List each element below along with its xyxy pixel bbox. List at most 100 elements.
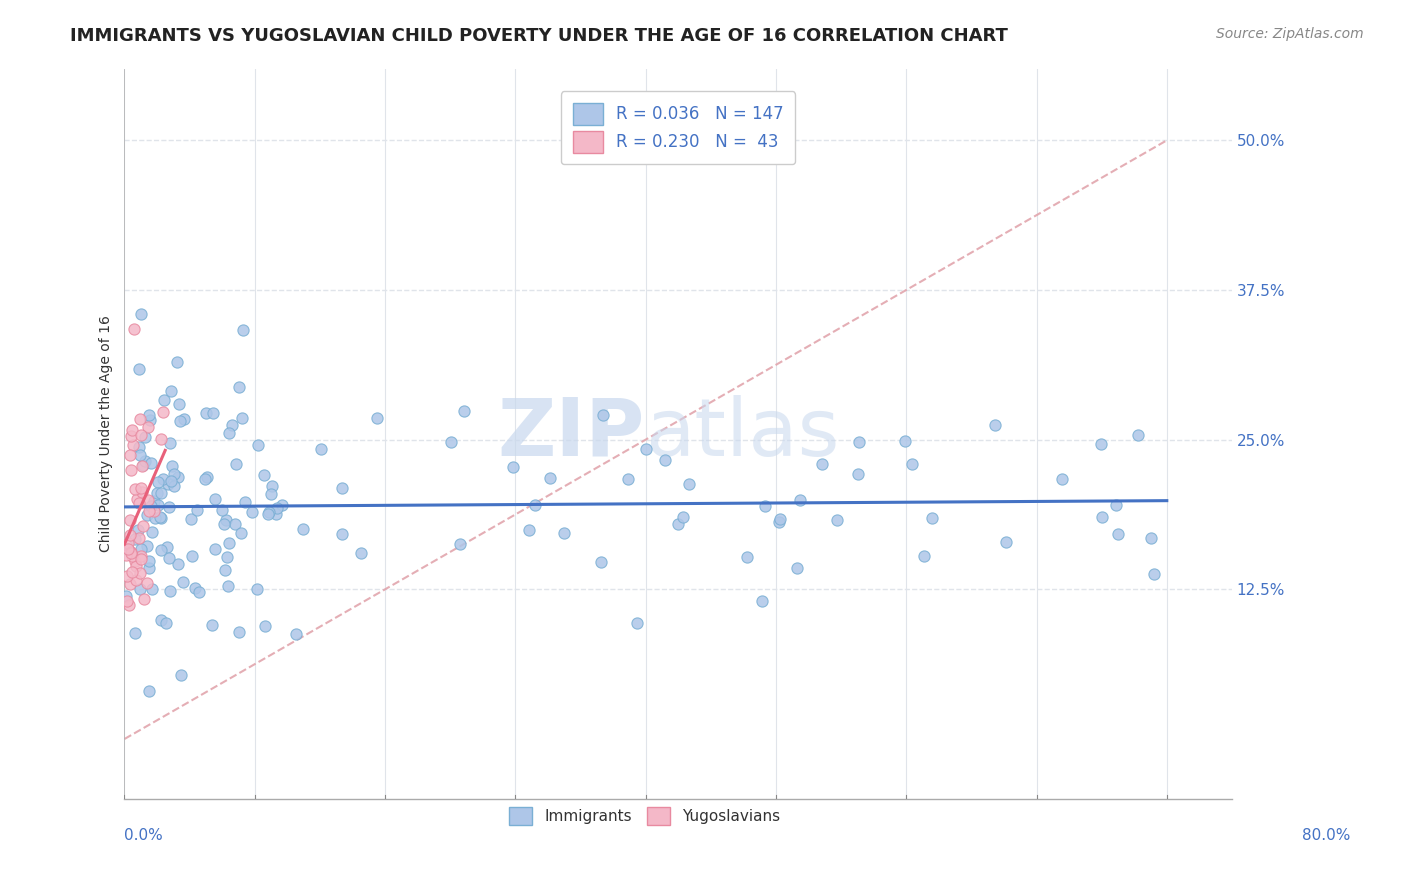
Point	[124, 626, 146, 640]
Point	[148, 498, 170, 512]
Point	[751, 593, 773, 607]
Point	[197, 470, 219, 484]
Point	[150, 511, 173, 525]
Point	[139, 456, 162, 470]
Point	[129, 542, 152, 557]
Point	[332, 481, 354, 495]
Point	[136, 508, 159, 523]
Point	[167, 557, 190, 571]
Point	[129, 582, 152, 596]
Point	[136, 492, 159, 507]
Point	[1140, 532, 1163, 546]
Point	[1105, 498, 1128, 512]
Point	[153, 392, 176, 407]
Point	[218, 425, 240, 440]
Point	[186, 503, 208, 517]
Point	[229, 525, 252, 540]
Point	[115, 589, 138, 603]
Text: 0.0%: 0.0%	[125, 828, 163, 843]
Point	[152, 405, 174, 419]
Point	[120, 544, 142, 558]
Point	[204, 492, 226, 507]
Point	[124, 322, 146, 336]
Point	[200, 617, 222, 632]
Y-axis label: Child Poverty Under the Age of 16: Child Poverty Under the Age of 16	[100, 315, 114, 552]
Point	[145, 486, 167, 500]
Point	[156, 477, 179, 491]
Point	[131, 459, 153, 474]
Point	[152, 472, 174, 486]
Point	[591, 555, 613, 569]
Point	[984, 417, 1007, 432]
Point	[160, 459, 183, 474]
Point	[789, 492, 811, 507]
Point	[159, 584, 181, 599]
Point	[810, 457, 832, 471]
Point	[131, 519, 153, 533]
Point	[654, 453, 676, 467]
Point	[366, 411, 388, 425]
Point	[128, 440, 150, 454]
Point	[127, 523, 149, 537]
Point	[260, 487, 283, 501]
Point	[440, 434, 463, 449]
Point	[221, 418, 243, 433]
Point	[118, 513, 141, 527]
Point	[138, 554, 160, 568]
Point	[128, 412, 150, 426]
Point	[136, 575, 159, 590]
Point	[138, 560, 160, 574]
Point	[538, 471, 561, 485]
Point	[115, 549, 138, 563]
Point	[129, 549, 152, 563]
Point	[160, 474, 183, 488]
Point	[240, 505, 263, 519]
Point	[135, 539, 157, 553]
Point	[553, 525, 575, 540]
Point	[1091, 510, 1114, 524]
Point	[169, 397, 191, 411]
Point	[592, 408, 614, 422]
Point	[246, 438, 269, 452]
Text: atlas: atlas	[645, 394, 839, 473]
Point	[149, 613, 172, 627]
Point	[125, 492, 148, 507]
Point	[149, 432, 172, 446]
Point	[121, 565, 143, 579]
Point	[266, 507, 288, 521]
Point	[136, 420, 159, 434]
Point	[131, 551, 153, 566]
Point	[117, 541, 139, 556]
Point	[453, 403, 475, 417]
Point	[1090, 436, 1112, 450]
Point	[159, 435, 181, 450]
Point	[246, 582, 269, 596]
Point	[350, 546, 373, 560]
Point	[162, 467, 184, 481]
Point	[827, 513, 849, 527]
Point	[118, 598, 141, 612]
Point	[156, 540, 179, 554]
Point	[124, 482, 146, 496]
Point	[253, 467, 276, 482]
Point	[143, 494, 166, 508]
Point	[118, 449, 141, 463]
Point	[215, 549, 238, 564]
Point	[121, 549, 143, 564]
Legend: Immigrants, Yugoslavians: Immigrants, Yugoslavians	[503, 800, 787, 831]
Point	[117, 594, 139, 608]
Point	[1107, 526, 1129, 541]
Point	[786, 561, 808, 575]
Point	[131, 485, 153, 500]
Point	[271, 498, 294, 512]
Point	[155, 616, 177, 631]
Point	[678, 477, 700, 491]
Point	[125, 558, 148, 573]
Point	[129, 307, 152, 321]
Point	[117, 569, 139, 583]
Point	[921, 511, 943, 525]
Point	[157, 500, 180, 515]
Point	[160, 384, 183, 398]
Point	[912, 549, 935, 563]
Point	[204, 541, 226, 556]
